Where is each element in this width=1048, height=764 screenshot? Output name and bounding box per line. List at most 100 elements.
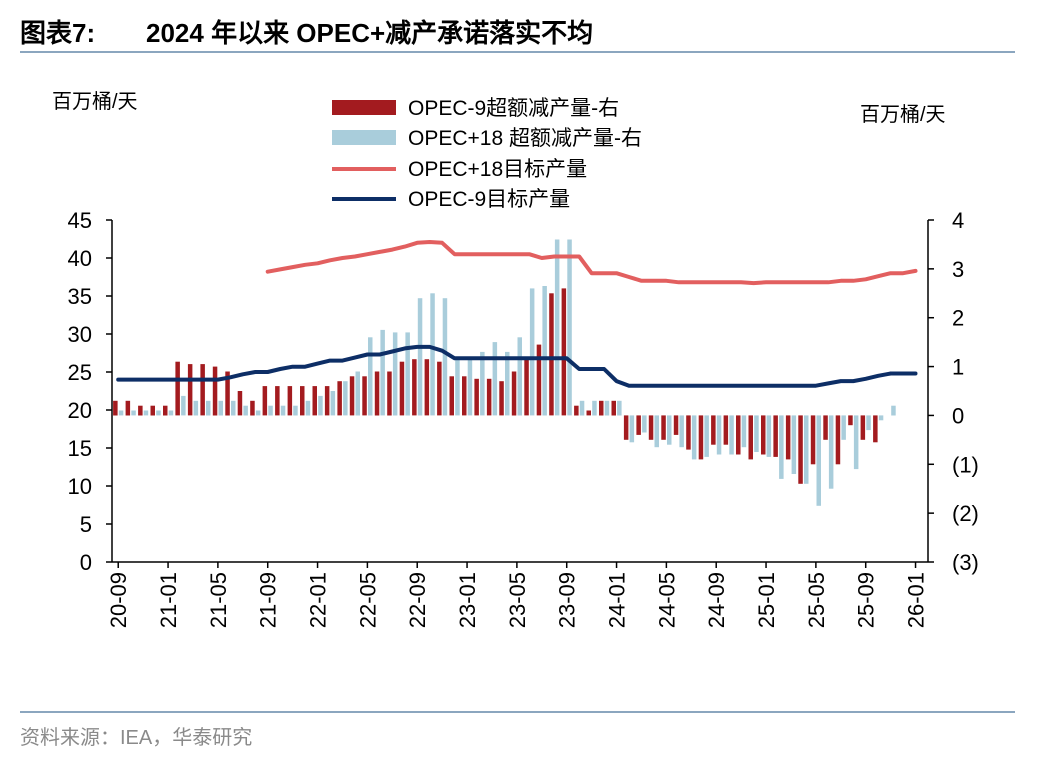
x-tick-label: 21-09 (256, 572, 281, 628)
bar-opec18-excess (691, 415, 697, 460)
bar-opec9-excess (711, 415, 716, 445)
bar-opec9-excess (424, 359, 430, 416)
x-tick-label: 22-05 (355, 572, 380, 628)
bar-opec9-excess (312, 386, 317, 416)
x-tick-label: 22-09 (405, 572, 430, 628)
bar-opec18-excess (318, 395, 323, 416)
bar-opec18-excess (654, 415, 659, 448)
bar-opec18-excess (841, 415, 846, 440)
bar-opec9-excess (860, 415, 866, 440)
bar-opec9-excess (287, 386, 293, 416)
bar-opec9-excess (835, 415, 841, 465)
bar-opec9-excess (337, 381, 342, 416)
bar-opec18-excess (243, 405, 248, 416)
bar-opec9-excess (300, 386, 305, 416)
bar-opec18-excess (168, 410, 174, 416)
bar-opec9-excess (462, 376, 467, 416)
bar-opec9-excess (374, 371, 380, 416)
figure-label: 图表7: (20, 18, 95, 48)
bar-opec9-excess (785, 415, 791, 460)
bar-opec18-excess (218, 400, 223, 416)
bar-opec18-excess (268, 405, 273, 416)
bar-opec9-excess (511, 371, 517, 416)
x-tick-label: 23-01 (455, 572, 480, 628)
bar-opec9-excess (200, 364, 205, 416)
bar-opec9-excess (648, 415, 654, 440)
bar-opec9-excess (362, 376, 367, 416)
left-tick-label: 25 (68, 360, 92, 385)
bar-opec9-excess (387, 371, 392, 416)
bar-opec9-excess (150, 405, 155, 416)
bar-opec9-excess (586, 410, 591, 416)
x-tick-label: 22-01 (306, 572, 331, 628)
left-tick-label: 40 (68, 246, 92, 271)
bar-opec18-excess (828, 415, 834, 489)
bar-opec9-excess (599, 400, 604, 416)
bar-opec9-excess (736, 415, 741, 455)
bar-opec18-excess (206, 400, 211, 416)
bar-opec18-excess (118, 410, 124, 416)
bar-opec18-excess (853, 415, 859, 470)
bar-opec18-excess (754, 415, 759, 452)
bar-opec9-excess (349, 376, 355, 416)
bar-opec9-excess (262, 386, 268, 416)
x-tick-label: 26-01 (904, 572, 929, 628)
legend-label-opec18-excess: OPEC+18 超额减产量-右 (408, 127, 642, 150)
bar-opec18-excess (143, 410, 149, 416)
legend-label-opec18-target: OPEC+18目标产量 (408, 158, 587, 181)
bar-opec18-excess (330, 391, 336, 416)
bar-opec18-excess (878, 415, 884, 421)
bar-opec18-excess (430, 293, 435, 416)
bar-opec9-excess (237, 391, 243, 416)
left-tick-label: 0 (80, 550, 92, 575)
right-tick-label: (2) (952, 501, 979, 526)
bar-opec18-excess (642, 415, 647, 433)
bar-opec18-excess (529, 288, 535, 416)
bar-opec9-excess (524, 356, 529, 416)
bar-opec18-excess (554, 239, 560, 416)
figure-title: 2024 年以来 OPEC+减产承诺落实不均 (146, 18, 593, 48)
bar-opec9-excess (212, 366, 218, 416)
legend-label-opec9-target: OPEC-9目标产量 (408, 188, 570, 211)
bar-opec18-excess (417, 298, 423, 416)
bar-opec9-excess (138, 405, 143, 416)
bar-opec9-excess (225, 371, 230, 416)
bar-opec9-excess (611, 400, 616, 416)
x-tick-label: 25-01 (754, 572, 779, 628)
bar-opec18-excess (779, 415, 784, 479)
bar-opec18-excess (380, 329, 385, 416)
bar-opec18-excess (629, 415, 635, 443)
x-tick-label: 24-05 (654, 572, 679, 628)
bar-opec18-excess (505, 351, 510, 416)
left-tick-label: 20 (68, 398, 92, 423)
bar-opec9-excess (113, 400, 118, 416)
bar-opec9-excess (798, 415, 803, 484)
bar-opec9-excess (686, 415, 691, 450)
bar-opec18-excess (156, 410, 161, 416)
bar-opec9-excess (486, 378, 492, 416)
bar-opec18-excess (293, 405, 298, 416)
bar-opec9-excess (412, 359, 417, 416)
bar-opec9-excess (474, 378, 479, 416)
x-tick-label: 21-05 (206, 572, 231, 628)
bar-opec18-excess (492, 342, 498, 416)
right-tick-label: (3) (952, 550, 979, 575)
bar-opec9-excess (673, 415, 679, 435)
bar-opec18-excess (467, 356, 473, 416)
bar-opec18-excess (729, 415, 734, 455)
bar-opec9-excess (661, 415, 666, 440)
bar-opec9-excess (536, 344, 542, 416)
legend-swatch-opec9-excess (332, 100, 396, 115)
left-tick-label: 10 (68, 474, 92, 499)
left-tick-label: 30 (68, 322, 92, 347)
bar-opec18-excess (280, 405, 286, 416)
bar-opec18-excess (517, 337, 522, 416)
bar-opec9-excess (723, 415, 729, 445)
right-tick-label: 0 (952, 403, 964, 428)
bar-opec18-excess (766, 415, 772, 457)
x-tick-label: 24-09 (704, 572, 729, 628)
left-tick-label: 45 (68, 208, 92, 233)
right-tick-label: (1) (952, 452, 979, 477)
bar-opec9-excess (873, 415, 878, 443)
